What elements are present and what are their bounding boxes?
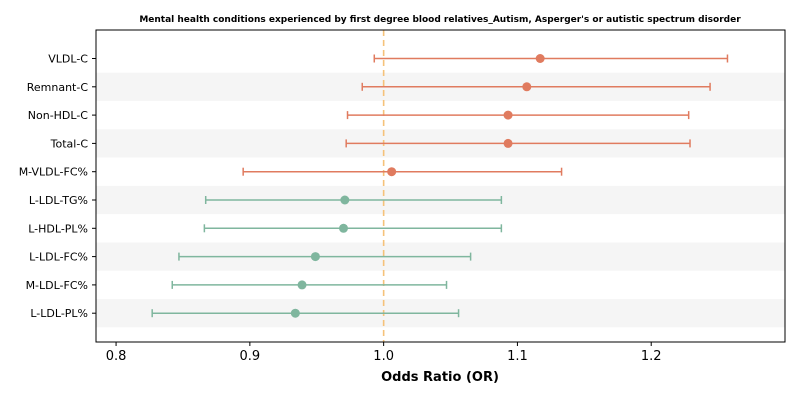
y-tick-label: L-LDL-FC% (29, 251, 88, 264)
data-row (346, 110, 690, 120)
point-estimate (297, 280, 307, 290)
point-estimate (522, 82, 532, 92)
y-tick-label: L-LDL-PL% (30, 307, 88, 320)
point-estimate (290, 308, 300, 318)
y-tick-label: Non-HDL-C (28, 109, 89, 122)
x-tick-label: 0.9 (240, 349, 261, 364)
data-row (203, 223, 503, 233)
plot-frame (95, 29, 786, 343)
y-tick-label: M-VLDL-FC% (19, 166, 88, 179)
y-tick-label: Remnant-C (27, 81, 89, 94)
point-estimate (503, 138, 513, 148)
data-row (151, 308, 460, 318)
point-estimate (340, 195, 350, 205)
data-row (345, 138, 691, 148)
point-estimate (310, 252, 320, 262)
point-estimate (503, 110, 513, 120)
x-tick-label: 1.1 (507, 349, 528, 364)
x-axis-label: Odds Ratio (OR) (381, 370, 499, 385)
x-tick-label: 1.0 (373, 349, 394, 364)
data-row (171, 280, 448, 290)
point-estimate (535, 54, 545, 63)
x-tick-label: 1.2 (641, 349, 662, 364)
x-axis-ticks: 0.8 0.9 1.0 1.1 1.2 (106, 342, 662, 364)
data-row (373, 54, 729, 63)
data-rows (151, 54, 729, 318)
y-tick-label: L-LDL-TG% (29, 194, 88, 207)
y-tick-label: Total-C (50, 137, 89, 150)
y-tick-label: VLDL-C (48, 53, 88, 66)
data-row (204, 195, 503, 205)
y-tick-label: L-HDL-PL% (28, 222, 88, 235)
chart-title: Mental health conditions experienced by … (139, 15, 741, 25)
y-axis-ticks: VLDL-C Remnant-C Non-HDL-C Total-C M-VLDL-FC… (19, 53, 96, 320)
point-estimate (387, 167, 397, 177)
data-row (242, 167, 563, 177)
data-row (361, 82, 711, 92)
x-tick-label: 0.8 (106, 349, 127, 364)
data-row (178, 252, 472, 262)
point-estimate (339, 223, 349, 233)
y-tick-label: M-LDL-FC% (26, 279, 88, 292)
